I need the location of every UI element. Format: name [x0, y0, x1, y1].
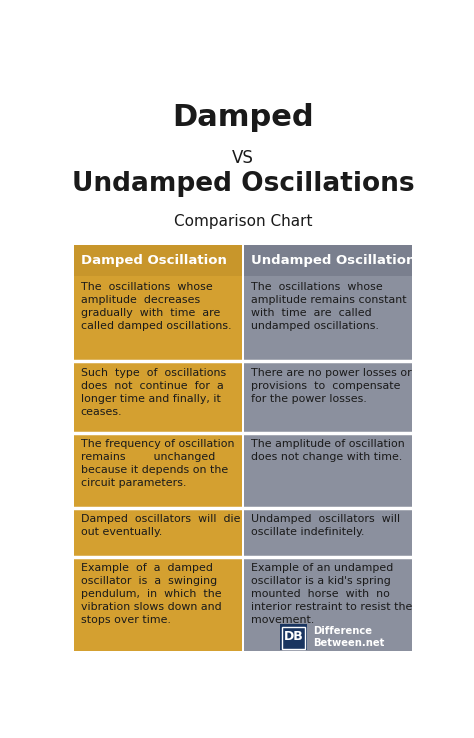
Text: The  oscillations  whose
amplitude  decreases
gradually  with  time  are
called : The oscillations whose amplitude decreas… — [81, 283, 231, 331]
Bar — [244, 433, 412, 508]
Bar — [74, 362, 242, 433]
Bar — [74, 245, 242, 276]
Bar — [244, 276, 412, 362]
Text: Example  of  a  damped
oscillator  is  a  swinging
pendulum,  in  which  the
vib: Example of a damped oscillator is a swin… — [81, 563, 221, 625]
Text: Undamped Oscillations: Undamped Oscillations — [72, 171, 414, 197]
Bar — [242, 244, 244, 276]
Bar — [74, 557, 242, 651]
Text: The frequency of oscillation
remains        unchanged
because it depends on the
: The frequency of oscillation remains unc… — [81, 439, 234, 489]
Bar — [242, 245, 244, 651]
Text: Damped: Damped — [172, 103, 314, 132]
Text: VS: VS — [232, 149, 254, 168]
Text: Undamped Oscillation: Undamped Oscillation — [251, 254, 415, 267]
Bar — [244, 362, 412, 433]
Bar — [244, 245, 412, 276]
Bar — [74, 433, 242, 508]
Bar — [74, 508, 242, 557]
Text: DB: DB — [283, 630, 303, 644]
Text: Damped Oscillation: Damped Oscillation — [81, 254, 227, 267]
Bar — [282, 627, 305, 649]
Bar — [74, 276, 242, 362]
Bar — [244, 557, 412, 651]
Text: The  oscillations  whose
amplitude remains constant
with  time  are  called
unda: The oscillations whose amplitude remains… — [251, 283, 406, 331]
Text: Damped  oscillators  will  die
out eventually.: Damped oscillators will die out eventual… — [81, 514, 240, 537]
Text: There are no power losses or
provisions  to  compensate
for the power losses.: There are no power losses or provisions … — [251, 368, 411, 404]
Text: Such  type  of  oscillations
does  not  continue  for  a
longer time and finally: Such type of oscillations does not conti… — [81, 368, 226, 417]
Text: Difference
Between.net: Difference Between.net — [313, 626, 384, 648]
Bar — [244, 508, 412, 557]
Text: Example of an undamped
oscillator is a kid's spring
mounted  horse  with  no
int: Example of an undamped oscillator is a k… — [251, 563, 412, 625]
Bar — [280, 624, 307, 650]
Text: Undamped  oscillators  will
oscillate indefinitely.: Undamped oscillators will oscillate inde… — [251, 514, 400, 537]
Text: The amplitude of oscillation
does not change with time.: The amplitude of oscillation does not ch… — [251, 439, 405, 462]
Text: Comparison Chart: Comparison Chart — [173, 213, 312, 229]
